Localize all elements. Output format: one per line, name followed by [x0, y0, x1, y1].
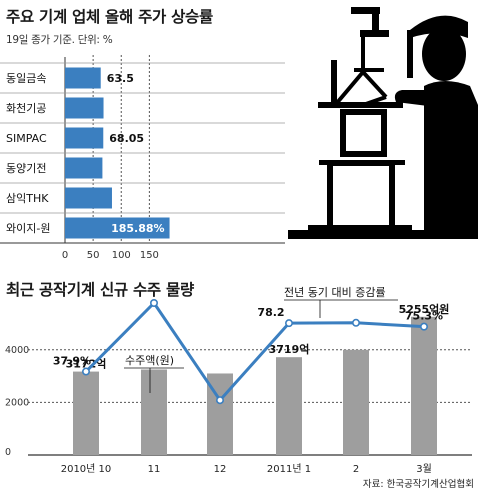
- bar-3: [65, 127, 104, 149]
- bar-value-label: 5255억원: [399, 302, 450, 316]
- bar-6: [65, 217, 170, 239]
- order-bar-5: [343, 349, 369, 455]
- x-tick-label: 50: [87, 250, 100, 261]
- category-label: 2011년 1: [267, 463, 311, 475]
- growth-rate-line: [84, 300, 425, 403]
- bar-value-label: 3719억: [269, 343, 310, 356]
- order-bar-2: [141, 369, 167, 455]
- line-point: [284, 319, 293, 328]
- y-tick-label: 4000: [5, 345, 29, 356]
- chart1-subtitle: 19일 종가 기준. 단위: %: [6, 34, 113, 46]
- chart1-title: 주요 기계 업체 올해 주가 상승률: [6, 8, 213, 26]
- order-bar-6: [411, 316, 437, 455]
- worker-operating-machine-icon: [288, 7, 478, 239]
- category-label: 동양기전: [6, 162, 46, 175]
- category-label: 동일금속: [6, 71, 46, 85]
- category-label: 2: [353, 464, 359, 475]
- x-tick-label: 0: [62, 250, 68, 261]
- x-tick-label: 100: [112, 250, 131, 261]
- value-label: 68.05: [109, 132, 144, 145]
- category-label: SIMPAC: [6, 132, 47, 145]
- line-point: [351, 318, 360, 327]
- line-point: [216, 396, 225, 405]
- order-bar-4: [276, 357, 302, 455]
- bar-2: [65, 97, 104, 119]
- value-label: 185.88%: [111, 222, 164, 235]
- y-tick-label: 0: [5, 447, 11, 458]
- category-label: 삼익THK: [6, 192, 49, 205]
- line-point: [150, 298, 159, 307]
- category-label: 2010년 10: [61, 463, 112, 475]
- line-value-label: 37.9%: [53, 355, 91, 368]
- bar-1: [65, 67, 101, 89]
- bar-5: [65, 187, 112, 209]
- category-label: 11: [148, 464, 161, 475]
- y-tick-label: 2000: [5, 397, 29, 408]
- category-label: 화천기공: [6, 101, 46, 115]
- value-label: 63.5: [107, 72, 134, 85]
- bar-4: [65, 157, 103, 179]
- x-tick-label: 150: [140, 250, 159, 261]
- order-bar-1: [73, 371, 99, 455]
- category-label: 12: [214, 464, 227, 475]
- category-label: 3월: [416, 463, 432, 475]
- bar-series-label: 수주액(원): [125, 354, 174, 367]
- chart2-title: 최근 공작기계 신규 수주 물량: [6, 281, 194, 299]
- line-value-label: 78.2: [257, 306, 284, 319]
- line-series-label: 전년 동기 대비 증감률: [284, 286, 386, 299]
- source-note: 자료: 한국공작기계산업협회: [363, 478, 474, 490]
- line-point: [419, 322, 428, 331]
- line-value-label: 75.3%: [405, 310, 443, 323]
- category-label: 와이지-원: [6, 222, 50, 235]
- line-point: [82, 367, 91, 376]
